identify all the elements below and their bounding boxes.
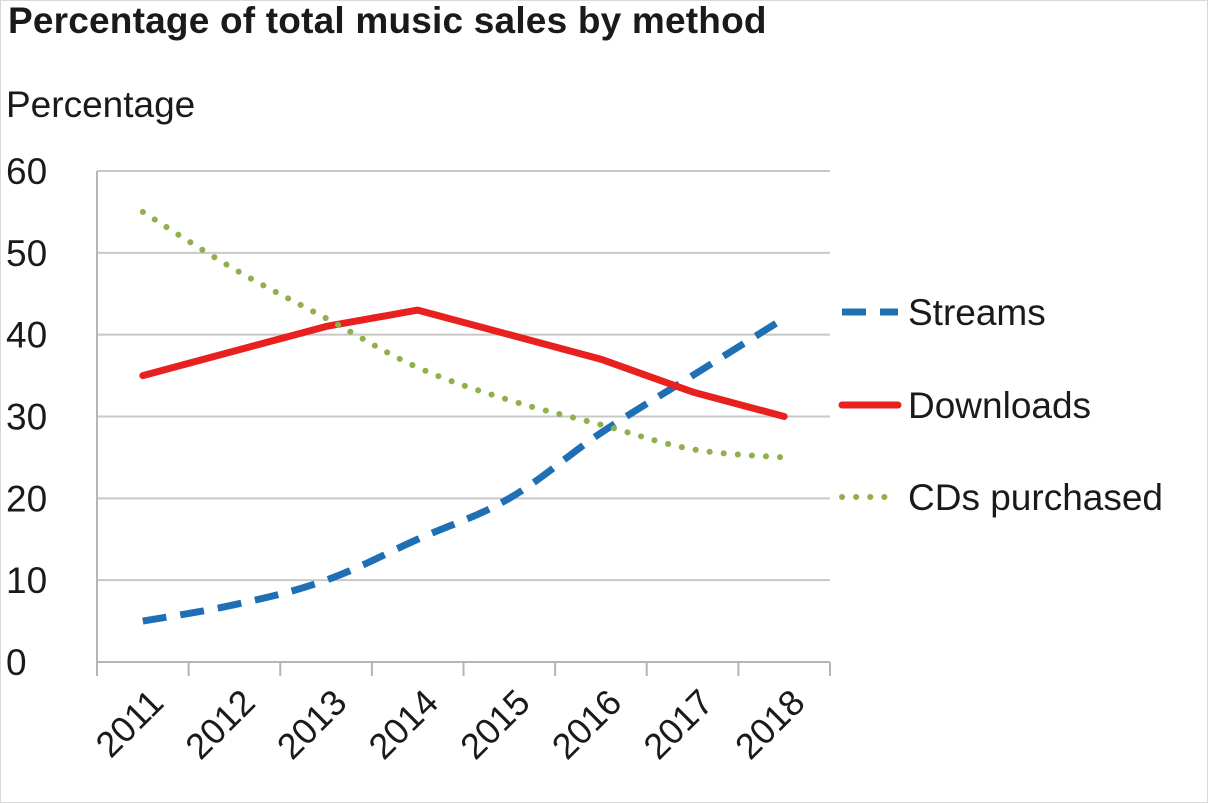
data-point [507,333,511,337]
data-point [599,357,603,361]
axes [96,171,831,676]
x-tick-label: 2011 [87,681,171,765]
data-point [324,316,328,320]
legend-label: Streams [908,292,1046,333]
x-tick-label: 2012 [177,681,263,767]
y-tick-labels: 0 10 20 30 40 50 60 [6,151,47,683]
data-point [141,374,145,378]
chart-title: Percentage of total music sales by metho… [8,0,767,41]
y-tick-label: 10 [6,560,47,601]
x-tick-label: 2015 [452,681,538,767]
data-point [141,619,145,623]
y-tick-label: 50 [6,233,47,274]
x-tick-labels: 2011 2012 2013 2014 2015 2016 2017 2018 [87,681,812,767]
data-point [691,374,695,378]
y-tick-label: 60 [6,151,47,192]
gridlines [97,170,830,582]
data-point [782,455,786,459]
y-tick-label: 40 [6,315,47,356]
series-lines [139,208,788,625]
x-tick-label: 2014 [360,681,446,767]
data-point [599,423,603,427]
data-point [691,390,695,394]
y-tick-label: 20 [6,478,47,519]
data-point [324,578,328,582]
data-point [507,496,511,500]
series-line-cds-purchased [139,208,788,461]
data-point [507,398,511,402]
x-tick-label: 2018 [727,681,813,767]
data-point [141,210,145,214]
data-point [324,324,328,328]
legend-label: Downloads [908,385,1091,426]
x-tick-label: 2017 [635,681,721,767]
y-tick-label: 0 [6,642,27,683]
legend: Streams Downloads CDs purchased [838,292,1163,518]
data-point [416,308,420,312]
data-point [691,447,695,451]
data-point [232,349,236,353]
y-axis-title: Percentage [6,84,196,125]
data-point [416,537,420,541]
data-point [599,431,603,435]
series-line-downloads [139,306,788,420]
data-point [782,415,786,419]
data-point [416,365,420,369]
x-tick-label: 2013 [269,681,355,767]
legend-label: CDs purchased [908,477,1163,518]
data-point [782,316,786,320]
data-point [232,267,236,271]
y-tick-label: 30 [6,397,47,438]
data-point [232,603,236,607]
series-line-streams [142,315,787,625]
x-tick-label: 2016 [544,681,630,767]
